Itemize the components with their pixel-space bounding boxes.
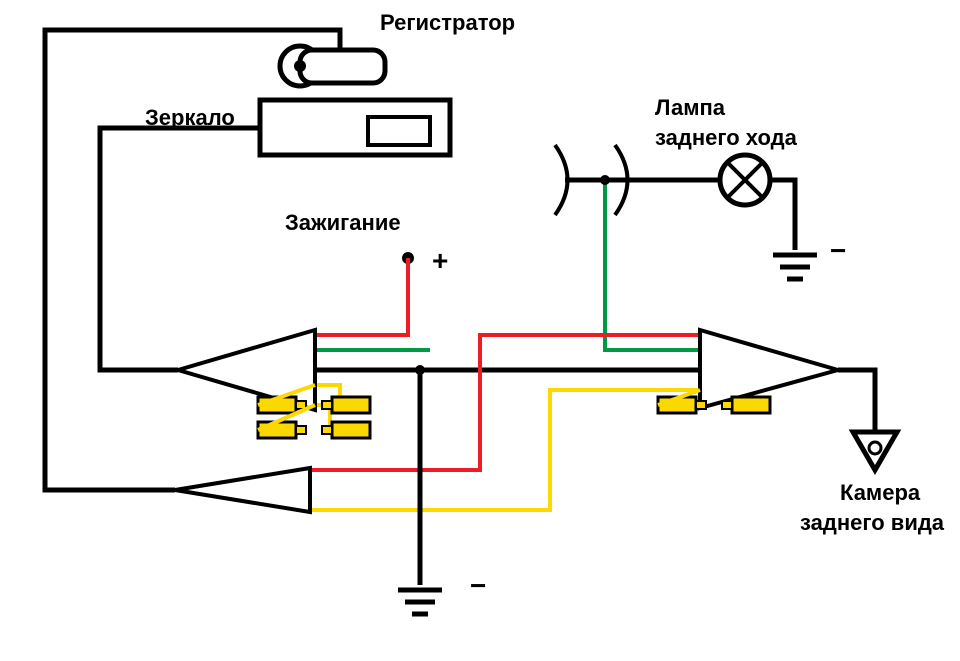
ground-mid: [398, 590, 442, 614]
label-plus: +: [432, 245, 448, 276]
wire-red-ignition: [315, 258, 408, 335]
label-ignition: Зажигание: [285, 210, 401, 235]
label-minus-right: −: [830, 235, 846, 266]
label-lamp-1: Лампа: [655, 95, 726, 120]
wire-black-mirror: [100, 128, 260, 370]
label-lamp-2: заднего хода: [655, 125, 798, 150]
wire-black-to-camera: [838, 370, 875, 432]
ground-right: [773, 255, 817, 279]
sheath-left-pair: [175, 468, 310, 512]
wire-black-lower-h: [315, 370, 420, 510]
registrator-lens-dot: [294, 60, 306, 72]
label-camera-1: Камера: [840, 480, 921, 505]
node-green-tee: [600, 175, 610, 185]
node-ground-tee: [415, 365, 425, 375]
wire-black-lamp-to-ground: [770, 180, 795, 250]
registrator-body: [300, 50, 385, 83]
label-camera-2: заднего вида: [800, 510, 945, 535]
label-registrator: Регистратор: [380, 10, 515, 35]
label-mirror: Зеркало: [145, 105, 235, 130]
cable-break-left: [555, 145, 568, 215]
camera-symbol: [853, 432, 897, 470]
mirror-screen: [368, 117, 430, 145]
wiring-diagram: Регистратор Зеркало Зажигание Лампа задн…: [0, 0, 960, 661]
label-minus-mid: −: [470, 570, 486, 601]
